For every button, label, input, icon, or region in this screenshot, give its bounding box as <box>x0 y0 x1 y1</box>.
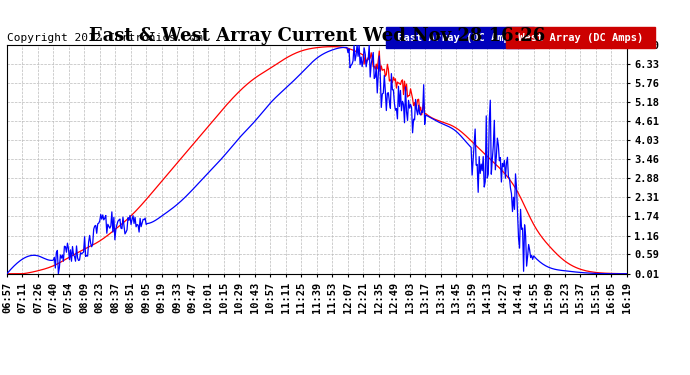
Text: West Array (DC Amps): West Array (DC Amps) <box>512 33 649 43</box>
Text: East Array (DC Amps): East Array (DC Amps) <box>391 33 529 43</box>
Text: Copyright 2012 Curtronics.com: Copyright 2012 Curtronics.com <box>7 33 203 43</box>
Title: East & West Array Current Wed Nov 28 16:26: East & West Array Current Wed Nov 28 16:… <box>88 27 545 45</box>
